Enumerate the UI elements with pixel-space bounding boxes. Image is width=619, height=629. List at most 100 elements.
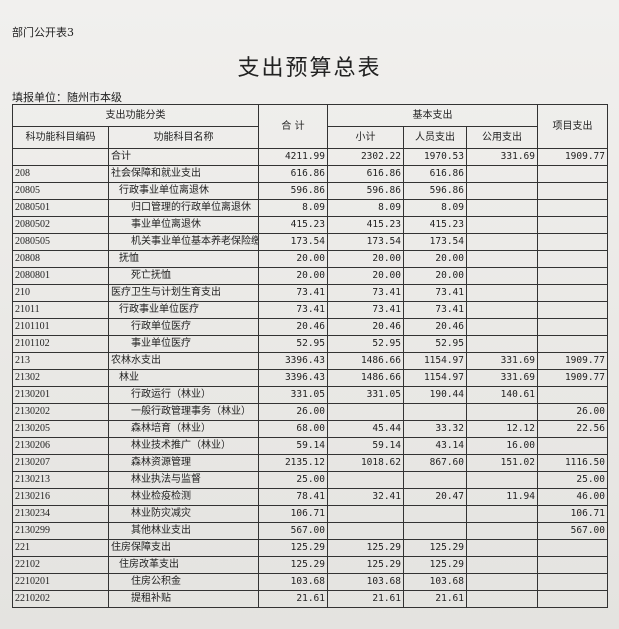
cell-personnel bbox=[403, 403, 467, 421]
cell-total: 20.00 bbox=[258, 267, 328, 285]
cell-name: 其他林业支出 bbox=[108, 522, 259, 540]
cell-public: 12.12 bbox=[466, 420, 538, 438]
cell-personnel: 33.32 bbox=[403, 420, 467, 438]
cell-name: 林业防灾减灾 bbox=[108, 505, 259, 523]
cell-subtotal: 52.95 bbox=[327, 335, 404, 353]
cell-total: 125.29 bbox=[258, 539, 328, 557]
header-public: 公用支出 bbox=[466, 126, 538, 149]
cell-code: 2130207 bbox=[12, 454, 109, 472]
table-row: 2130202 一般行政管理事务（林业） 26.00 26.00 bbox=[12, 403, 608, 421]
cell-subtotal: 596.86 bbox=[327, 182, 404, 200]
cell-project bbox=[537, 318, 608, 336]
cell-personnel: 8.09 bbox=[403, 199, 467, 217]
table-row: 2130299 其他林业支出 567.00 567.00 bbox=[12, 522, 608, 540]
cell-total: 8.09 bbox=[258, 199, 328, 217]
cell-subtotal: 125.29 bbox=[327, 539, 404, 557]
cell-project bbox=[537, 199, 608, 217]
cell-personnel: 125.29 bbox=[403, 556, 467, 574]
cell-public bbox=[466, 403, 538, 421]
cell-project bbox=[537, 437, 608, 455]
cell-total: 415.23 bbox=[258, 216, 328, 234]
header-func-class: 支出功能分类 bbox=[12, 104, 259, 127]
cell-subtotal bbox=[327, 471, 404, 489]
table-row: 2130201 行政运行（林业） 331.05 331.05 190.44 140.61 bbox=[12, 386, 608, 404]
cell-code: 2080502 bbox=[12, 216, 109, 234]
cell-personnel: 867.60 bbox=[403, 454, 467, 472]
cell-name: 合计 bbox=[108, 148, 259, 166]
cell-total: 331.05 bbox=[258, 386, 328, 404]
cell-public bbox=[466, 267, 538, 285]
cell-subtotal: 21.61 bbox=[327, 590, 404, 608]
cell-name: 机关事业单位基本养老保险缴 bbox=[108, 233, 259, 251]
budget-table: 支出功能分类 合 计 基本支出 项目支出 科功能科目编码 功能科目名称 小计 人… bbox=[12, 104, 608, 608]
cell-personnel bbox=[403, 522, 467, 540]
table-row: 2210201 住房公积金 103.68 103.68 103.68 bbox=[12, 573, 608, 591]
cell-personnel bbox=[403, 505, 467, 523]
cell-name: 林业检疫检测 bbox=[108, 488, 259, 506]
doc-label: 部门公开表3 bbox=[12, 26, 74, 39]
cell-public bbox=[466, 301, 538, 319]
cell-subtotal: 1018.62 bbox=[327, 454, 404, 472]
table-row: 2101101 行政单位医疗 20.46 20.46 20.46 bbox=[12, 318, 608, 336]
cell-personnel: 43.14 bbox=[403, 437, 467, 455]
cell-total: 106.71 bbox=[258, 505, 328, 523]
cell-total: 21.61 bbox=[258, 590, 328, 608]
cell-total: 20.46 bbox=[258, 318, 328, 336]
cell-total: 596.86 bbox=[258, 182, 328, 200]
cell-personnel: 20.00 bbox=[403, 267, 467, 285]
cell-name: 林业 bbox=[108, 369, 259, 387]
header-row-2: 科功能科目编码 功能科目名称 小计 人员支出 公用支出 bbox=[12, 126, 608, 149]
cell-name: 提租补贴 bbox=[108, 590, 259, 608]
cell-public bbox=[466, 522, 538, 540]
cell-code: 2210202 bbox=[12, 590, 109, 608]
cell-project: 1909.77 bbox=[537, 148, 608, 166]
cell-name: 死亡抚恤 bbox=[108, 267, 259, 285]
table-row: 20808 抚恤 20.00 20.00 20.00 bbox=[12, 250, 608, 268]
cell-personnel: 21.61 bbox=[403, 590, 467, 608]
cell-subtotal bbox=[327, 505, 404, 523]
cell-subtotal: 173.54 bbox=[327, 233, 404, 251]
table-row: 208 社会保障和就业支出 616.86 616.86 616.86 bbox=[12, 165, 608, 183]
cell-project: 106.71 bbox=[537, 505, 608, 523]
table-row: 2080501 归口管理的行政单位离退休 8.09 8.09 8.09 bbox=[12, 199, 608, 217]
cell-total: 73.41 bbox=[258, 284, 328, 302]
cell-subtotal: 20.00 bbox=[327, 267, 404, 285]
cell-name: 住房保障支出 bbox=[108, 539, 259, 557]
page-title: 支出预算总表 bbox=[237, 56, 382, 81]
cell-code: 2130205 bbox=[12, 420, 109, 438]
table-row: 2130206 林业技术推广（林业） 59.14 59.14 43.14 16.00 bbox=[12, 437, 608, 455]
table-row: 2210202 提租补贴 21.61 21.61 21.61 bbox=[12, 590, 608, 608]
table-row: 2130234 林业防灾减灾 106.71 106.71 bbox=[12, 505, 608, 523]
table-row: 2080505 机关事业单位基本养老保险缴 173.54 173.54 173.54 bbox=[12, 233, 608, 251]
cell-subtotal: 103.68 bbox=[327, 573, 404, 591]
cell-code: 2080505 bbox=[12, 233, 109, 251]
cell-project: 46.00 bbox=[537, 488, 608, 506]
cell-total: 20.00 bbox=[258, 250, 328, 268]
cell-personnel: 173.54 bbox=[403, 233, 467, 251]
cell-name: 农林水支出 bbox=[108, 352, 259, 370]
cell-personnel: 103.68 bbox=[403, 573, 467, 591]
cell-subtotal: 1486.66 bbox=[327, 352, 404, 370]
cell-project: 22.56 bbox=[537, 420, 608, 438]
cell-personnel: 1154.97 bbox=[403, 369, 467, 387]
cell-project: 1909.77 bbox=[537, 352, 608, 370]
cell-total: 103.68 bbox=[258, 573, 328, 591]
cell-total: 3396.43 bbox=[258, 352, 328, 370]
cell-total: 25.00 bbox=[258, 471, 328, 489]
cell-name: 住房改革支出 bbox=[108, 556, 259, 574]
table-row: 2101102 事业单位医疗 52.95 52.95 52.95 bbox=[12, 335, 608, 353]
cell-code: 221 bbox=[12, 539, 109, 557]
table-row: 20805 行政事业单位离退休 596.86 596.86 596.86 bbox=[12, 182, 608, 200]
cell-project bbox=[537, 386, 608, 404]
cell-public bbox=[466, 505, 538, 523]
cell-public: 140.61 bbox=[466, 386, 538, 404]
cell-name: 事业单位医疗 bbox=[108, 335, 259, 353]
cell-code: 2130234 bbox=[12, 505, 109, 523]
header-subtotal: 小计 bbox=[327, 126, 404, 149]
cell-name: 行政事业单位医疗 bbox=[108, 301, 259, 319]
cell-project bbox=[537, 284, 608, 302]
cell-subtotal: 616.86 bbox=[327, 165, 404, 183]
header-code: 科功能科目编码 bbox=[12, 126, 109, 149]
cell-total: 68.00 bbox=[258, 420, 328, 438]
cell-subtotal bbox=[327, 522, 404, 540]
